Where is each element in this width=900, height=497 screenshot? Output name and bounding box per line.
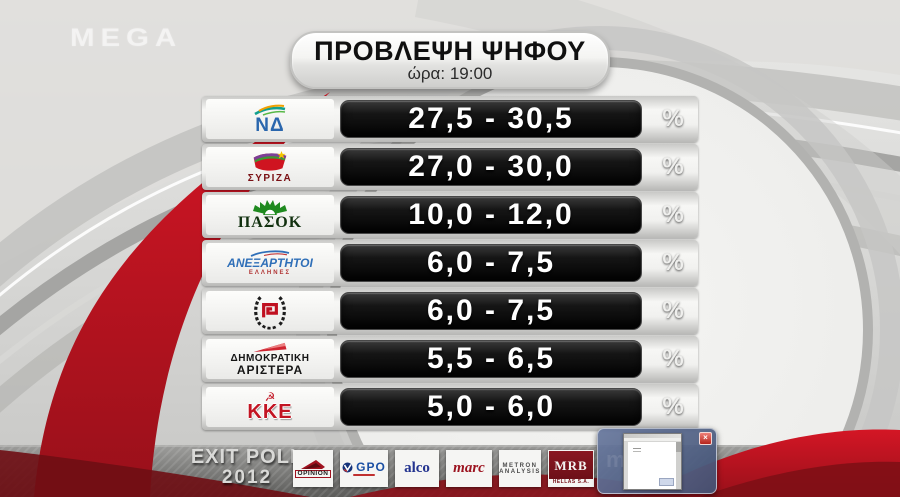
- pasok-party-logo: ΠΑΣΟΚ: [206, 195, 334, 235]
- pasok-range-value: 10,0 - 12,0: [340, 196, 642, 234]
- pip-window-titlebar: [624, 434, 681, 438]
- mrb-badge: MRB: [549, 451, 593, 479]
- agency-logo-alco: alco: [395, 450, 439, 487]
- gpo-tagline-rule: [353, 474, 375, 476]
- percent-label: %: [662, 249, 684, 276]
- syriza-range-value: 27,0 - 30,0: [340, 148, 642, 186]
- percent-label: %: [662, 297, 684, 324]
- pasok-logo-label: ΠΑΣΟΚ: [237, 213, 303, 231]
- nd-party-logo: ΝΔ: [206, 99, 334, 139]
- pip-document-window[interactable]: [623, 433, 682, 490]
- dimar-party-logo: ΔΗΜΟΚΡΑΤΙΚΗ ΑΡΙΣΤΕΡΑ: [206, 339, 334, 379]
- pip-window-left-margin: [624, 442, 628, 489]
- percent-label: %: [662, 153, 684, 180]
- headline-banner: ΠΡΟΒΛΕΨΗ ΨΗΦΟΥ ώρα: 19:00: [290, 31, 610, 89]
- polling-agency-strip: OPINION GPO alco marc METRON ANALYSIS: [293, 450, 594, 487]
- pip-scrollbar-thumb[interactable]: [676, 442, 681, 452]
- exit-poll-caption: EXIT POLL 2012: [180, 447, 314, 488]
- table-row-kke: ☭ ΚΚΕ 5,0 - 6,0 %: [202, 384, 698, 430]
- agency-logo-marc: marc: [446, 450, 492, 487]
- exit-poll-line1: EXIT POLL: [190, 446, 304, 468]
- dimar-logo-sublabel: ΑΡΙΣΤΕΡΑ: [236, 363, 304, 377]
- percent-label: %: [662, 393, 684, 420]
- pip-window-toolbar: [624, 438, 681, 442]
- pip-window-scrollbar[interactable]: [676, 442, 681, 489]
- hammer-sickle-icon: ☭: [264, 389, 276, 404]
- golden-dawn-range-value: 6,0 - 7,5: [340, 292, 642, 330]
- dimar-arrow-icon: [253, 342, 287, 353]
- kke-range-value: 5,0 - 6,0: [340, 388, 642, 426]
- agency-logo-gpo: GPO: [340, 450, 388, 487]
- percent-label: %: [662, 345, 684, 372]
- mrb-sublabel: HELLAS S.A.: [552, 479, 590, 485]
- nd-range-value: 27,5 - 30,5: [340, 100, 642, 138]
- dimar-range-value: 5,5 - 6,5: [340, 340, 642, 378]
- opinion-roof-icon: [301, 459, 325, 469]
- alco-label: alco: [404, 460, 430, 476]
- gpo-emblem-icon: [342, 462, 353, 472]
- pip-window-status-button: [659, 478, 674, 486]
- table-row-syriza: ΣΥΡΙΖΑ 27,0 - 30,0 %: [202, 144, 698, 190]
- time-subtitle: ώρα: 19:00: [407, 64, 493, 84]
- kke-logo-label: ΚΚΕ: [247, 401, 293, 424]
- syriza-party-logo: ΣΥΡΙΖΑ: [206, 147, 334, 187]
- anel-logo-label: ΑΝΕΞΑΡΤΗΤΟΙ: [227, 256, 313, 270]
- opinion-label: OPINION: [294, 469, 332, 479]
- syriza-logo-label: ΣΥΡΙΖΑ: [247, 173, 293, 184]
- percent-label: %: [662, 201, 684, 228]
- percent-label: %: [662, 105, 684, 132]
- gpo-label: GPO: [356, 460, 386, 474]
- mrb-label: MRB: [554, 457, 588, 473]
- anel-logo-sublabel: ΕΛΛΗΝΕΣ: [248, 270, 292, 276]
- kke-party-logo: ☭ ΚΚΕ: [206, 387, 334, 427]
- results-board: ΝΔ 27,5 - 30,5 % ΣΥΡΙΖΑ 27,0 - 30,0 %: [202, 96, 698, 432]
- table-row-anel: ΑΝΕΞΑΡΤΗΤΟΙ ΕΛΛΗΝΕΣ 6,0 - 7,5 %: [202, 240, 698, 286]
- agency-logo-opinion: OPINION: [293, 450, 333, 487]
- pasok-sun-icon: [253, 199, 287, 215]
- dimar-logo-label: ΔΗΜΟΚΡΑΤΙΚΗ: [230, 353, 310, 364]
- pip-window-text-lines: [633, 448, 641, 449]
- table-row-pasok: ΠΑΣΟΚ 10,0 - 12,0 %: [202, 192, 698, 238]
- exit-poll-line2: 2012: [221, 467, 273, 488]
- anel-swoosh-icon: [250, 250, 290, 257]
- golden-dawn-party-logo: [206, 291, 334, 331]
- syriza-flag-icon: [253, 150, 287, 171]
- nd-flame-icon: [254, 104, 286, 116]
- marc-label: marc: [453, 460, 485, 476]
- anel-party-logo: ΑΝΕΞΑΡΤΗΤΟΙ ΕΛΛΗΝΕΣ: [206, 243, 334, 283]
- metron-label-line1: METRON: [502, 462, 538, 469]
- agency-logo-metron-analysis: METRON ANALYSIS: [499, 450, 541, 487]
- table-row-dimar: ΔΗΜΟΚΡΑΤΙΚΗ ΑΡΙΣΤΕΡΑ 5,5 - 6,5 %: [202, 336, 698, 382]
- table-row-golden-dawn: 6,0 - 7,5 %: [202, 288, 698, 334]
- metron-label-line2: ANALYSIS: [499, 468, 541, 475]
- page-title: ΠΡΟΒΛΕΨΗ ΨΗΦΟΥ: [314, 35, 586, 66]
- golden-dawn-meander-wreath-icon: [254, 296, 286, 330]
- nd-logo-label: ΝΔ: [255, 114, 285, 136]
- close-icon[interactable]: ×: [699, 432, 712, 445]
- mega-channel-watermark: MEGA: [70, 24, 183, 52]
- anel-range-value: 6,0 - 7,5: [340, 244, 642, 282]
- agency-logo-mrb: MRB HELLAS S.A.: [548, 450, 594, 487]
- table-row-nd: ΝΔ 27,5 - 30,5 %: [202, 96, 698, 142]
- pip-overlay-panel[interactable]: mega ×: [597, 428, 717, 494]
